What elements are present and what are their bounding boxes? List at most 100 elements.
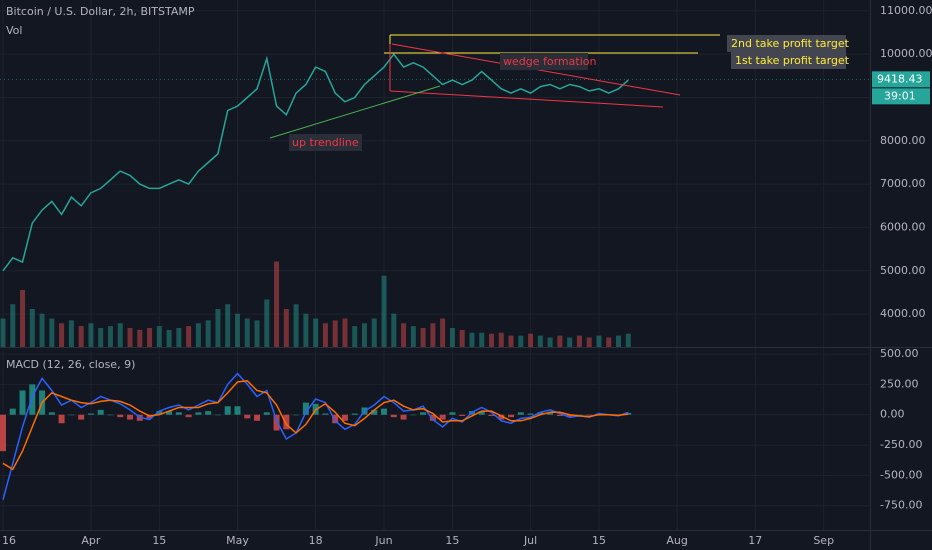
volume-bar: [469, 332, 475, 347]
y-tick-label: 8000.00: [880, 134, 926, 147]
annotation-box: [500, 53, 588, 70]
histogram-bar: [29, 384, 36, 415]
histogram-bar: [332, 414, 339, 424]
series-line: [2, 372, 629, 500]
histogram-bar: [244, 414, 251, 419]
y-tick-label: -500.00: [880, 468, 922, 481]
volume-bar: [20, 290, 26, 347]
histogram-bar: [459, 414, 466, 416]
volume-bar: [117, 323, 123, 347]
volume-label: Vol: [6, 24, 22, 37]
histogram-bar: [527, 413, 534, 415]
annotation-box: [727, 35, 846, 52]
histogram-bar: [351, 413, 358, 415]
volume-bar: [107, 326, 113, 347]
histogram-bar: [488, 414, 495, 416]
countdown-label: 39:01: [884, 89, 916, 102]
histogram-bar: [19, 390, 26, 415]
y-tick-label: 500.00: [880, 347, 919, 360]
x-tick-label: 15: [445, 534, 459, 547]
volume-bar: [371, 318, 377, 347]
volume-bar: [420, 328, 426, 347]
volume-bar: [98, 328, 104, 347]
volume-bar: [195, 323, 201, 347]
x-tick-label: 15: [152, 534, 166, 547]
histogram-bar: [107, 414, 114, 416]
volume-bar: [479, 332, 485, 347]
histogram-bar: [322, 413, 329, 415]
volume-bar: [39, 313, 45, 347]
y-tick-label: 5000.00: [880, 264, 926, 277]
volume-bar: [459, 329, 465, 347]
volume-bar: [596, 335, 602, 347]
histogram-bar: [273, 414, 280, 431]
histogram-bar: [195, 412, 202, 415]
volume-bar: [176, 328, 182, 347]
histogram-bar: [556, 414, 563, 416]
histogram-bar: [166, 411, 173, 415]
histogram-bar: [566, 414, 573, 418]
volume-bar: [518, 335, 524, 347]
volume-bar: [528, 333, 534, 347]
volume-bar: [322, 323, 328, 347]
histogram-bar: [390, 414, 397, 418]
volume-bar: [264, 299, 270, 347]
histogram-bar: [576, 414, 583, 416]
histogram-bar: [547, 412, 554, 415]
volume-bar: [88, 323, 94, 347]
volume-bar: [29, 309, 35, 347]
histogram-bar: [58, 414, 65, 424]
histogram-bar: [9, 408, 16, 415]
histogram-bar: [234, 406, 241, 415]
volume-bar: [283, 309, 289, 347]
histogram-bar: [586, 414, 593, 416]
annotation: 2nd take profit target: [731, 37, 850, 50]
series-line: [2, 380, 629, 471]
x-tick-label: Aug: [666, 534, 687, 547]
histogram-bar: [68, 414, 75, 416]
volume-bar: [244, 318, 250, 347]
volume-bar: [342, 318, 348, 347]
volume-bar: [557, 335, 563, 347]
histogram-bar: [254, 414, 261, 421]
histogram-bar: [429, 414, 436, 421]
histogram-bar: [381, 408, 388, 415]
countdown-box: [872, 88, 930, 105]
volume-bar: [156, 326, 162, 347]
x-tick-label: Jun: [374, 534, 392, 547]
last-price-label: 9418.43: [877, 72, 923, 85]
volume-bar: [127, 328, 133, 347]
volume-bar: [361, 323, 367, 347]
histogram-bar: [87, 413, 94, 415]
histogram-bar: [498, 414, 505, 420]
histogram-bar: [127, 414, 134, 420]
background-layer: [0, 0, 870, 530]
volume-bar: [410, 326, 416, 347]
histogram-bar: [263, 412, 270, 415]
volume-bar: [137, 329, 143, 347]
volume-bar: [293, 304, 299, 347]
histogram-bar: [420, 412, 427, 415]
histogram-bar: [205, 411, 212, 415]
histogram-bar: [508, 414, 515, 418]
volume-bar: [391, 313, 397, 347]
volume-bar: [274, 261, 280, 347]
volume-bar: [49, 318, 55, 347]
volume-bar: [440, 318, 446, 347]
volume-bar: [225, 304, 231, 347]
volume-bar: [59, 323, 65, 347]
x-tick-label: 18: [309, 534, 323, 547]
x-tick-label: Jul: [523, 534, 537, 547]
histogram-bar: [156, 411, 163, 415]
volume-bar: [186, 326, 192, 347]
wedge-line: [389, 90, 664, 108]
x-tick-label: Apr: [81, 534, 101, 547]
histogram-bar: [185, 414, 192, 418]
histogram-bar: [0, 414, 6, 452]
volume-bar: [586, 337, 592, 347]
histogram-bar: [449, 412, 456, 415]
histogram-bar: [341, 414, 348, 421]
volume-bar: [205, 320, 211, 347]
x-tick-label: Sep: [813, 534, 834, 547]
